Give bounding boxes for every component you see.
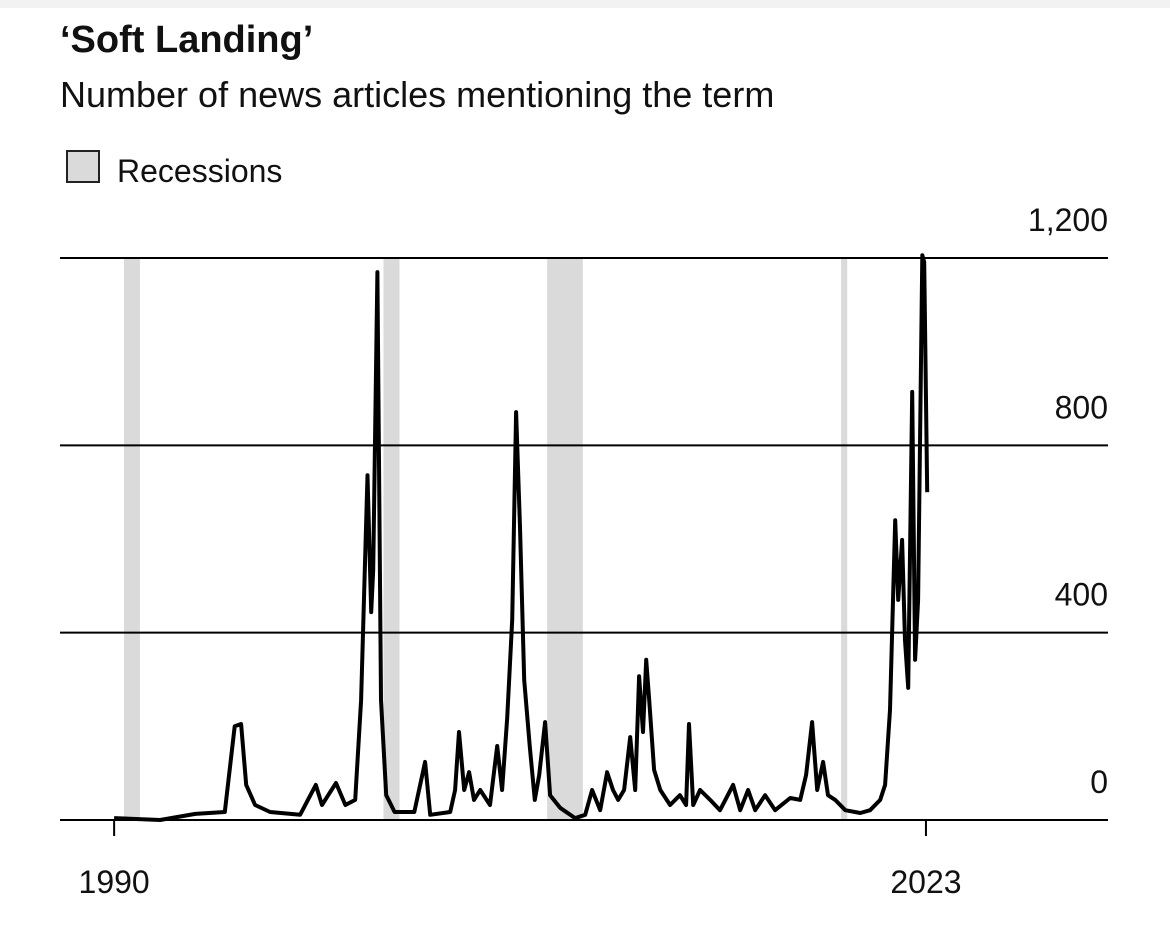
y-tick-label: 400	[1055, 577, 1108, 613]
top-band	[0, 0, 1170, 8]
legend-swatch	[66, 150, 100, 183]
legend-label: Recessions	[117, 153, 282, 189]
data-line	[114, 253, 930, 822]
x-tick-label: 2023	[890, 864, 961, 900]
x-tick-label: 1990	[79, 864, 150, 900]
y-tick-label: 0	[1090, 764, 1108, 800]
chart-subtitle: Number of news articles mentioning the t…	[60, 74, 774, 115]
recession-band	[547, 258, 583, 820]
recession-band	[841, 258, 848, 820]
recession-band	[383, 258, 400, 820]
y-tick-label: 800	[1055, 389, 1108, 425]
chart-title: ‘Soft Landing’	[60, 19, 313, 61]
recession-band	[123, 258, 140, 820]
y-tick-label: 1,200	[1028, 202, 1108, 238]
